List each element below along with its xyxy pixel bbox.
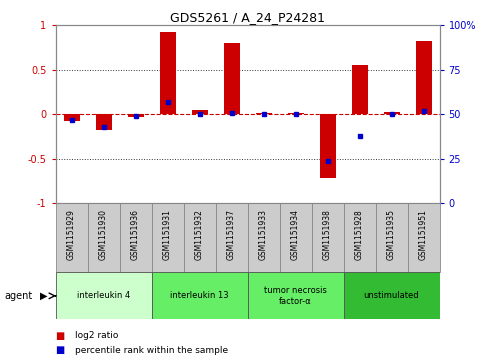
Bar — [56, 272, 152, 319]
Text: tumor necrosis
factor-α: tumor necrosis factor-α — [264, 286, 327, 306]
Bar — [87, 203, 120, 272]
Bar — [343, 272, 440, 319]
Bar — [384, 112, 399, 114]
Bar — [56, 203, 87, 272]
Text: ■: ■ — [56, 331, 65, 341]
Bar — [408, 203, 440, 272]
Text: GSM1151951: GSM1151951 — [419, 209, 428, 260]
Text: unstimulated: unstimulated — [364, 291, 419, 300]
Text: GSM1151928: GSM1151928 — [355, 209, 364, 260]
Bar — [215, 203, 248, 272]
Bar — [120, 203, 152, 272]
Bar — [312, 203, 343, 272]
Text: GSM1151936: GSM1151936 — [131, 209, 140, 260]
Text: interleukin 4: interleukin 4 — [77, 291, 130, 300]
Bar — [159, 32, 175, 114]
Bar — [64, 114, 80, 122]
Text: GSM1151930: GSM1151930 — [99, 209, 108, 260]
Text: percentile rank within the sample: percentile rank within the sample — [75, 346, 228, 355]
Bar — [224, 43, 240, 114]
Bar — [248, 203, 280, 272]
Bar — [256, 113, 271, 114]
Bar — [152, 203, 184, 272]
Text: GSM1151932: GSM1151932 — [195, 209, 204, 260]
Text: ▶: ▶ — [40, 291, 48, 301]
Text: ■: ■ — [56, 345, 65, 355]
Bar — [192, 110, 208, 114]
Bar — [280, 203, 312, 272]
Bar — [96, 114, 112, 130]
Text: log2 ratio: log2 ratio — [75, 331, 118, 340]
Text: agent: agent — [5, 291, 33, 301]
Bar — [352, 65, 368, 114]
Bar — [152, 272, 248, 319]
Bar — [248, 272, 343, 319]
Text: GSM1151933: GSM1151933 — [259, 209, 268, 260]
Title: GDS5261 / A_24_P24281: GDS5261 / A_24_P24281 — [170, 11, 325, 24]
Bar — [415, 41, 431, 114]
Bar — [343, 203, 376, 272]
Text: GSM1151935: GSM1151935 — [387, 209, 396, 260]
Text: GSM1151938: GSM1151938 — [323, 209, 332, 260]
Bar — [184, 203, 215, 272]
Bar — [376, 203, 408, 272]
Text: interleukin 13: interleukin 13 — [170, 291, 229, 300]
Text: GSM1151931: GSM1151931 — [163, 209, 172, 260]
Text: GSM1151929: GSM1151929 — [67, 209, 76, 260]
Text: GSM1151937: GSM1151937 — [227, 209, 236, 260]
Text: GSM1151934: GSM1151934 — [291, 209, 300, 260]
Bar — [287, 113, 303, 114]
Bar — [320, 114, 336, 178]
Bar — [128, 114, 143, 117]
